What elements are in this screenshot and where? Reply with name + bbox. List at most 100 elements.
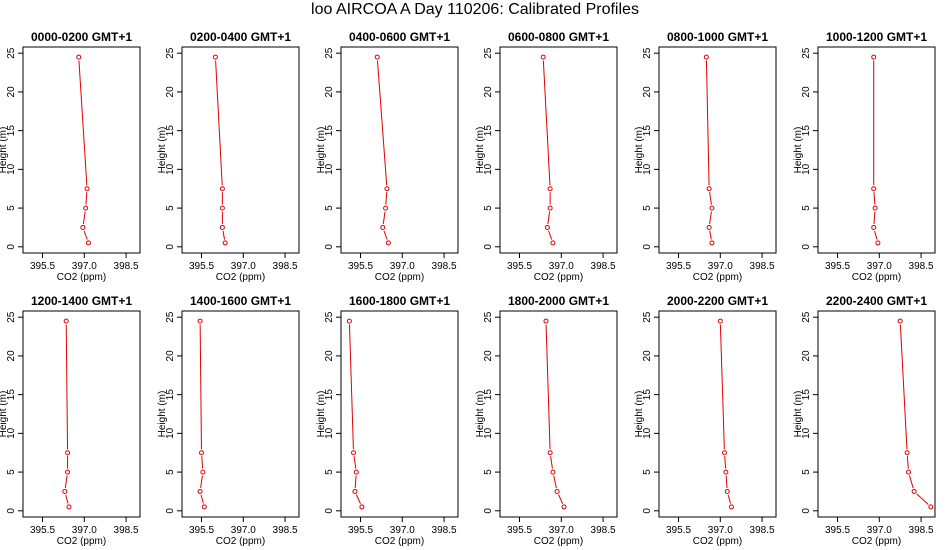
data-point xyxy=(62,488,68,494)
x-tick-label: 395.5 xyxy=(825,261,850,272)
profile-line-segment xyxy=(222,230,226,240)
data-point xyxy=(199,450,204,456)
profile-line-segment xyxy=(355,494,361,504)
x-tick-label: 395.5 xyxy=(348,261,373,272)
profile-line-segment xyxy=(909,475,914,489)
profile-panel-2: 0200-0400 GMT+1 395.5 397.0 398.5 0 5 10 15 20 25… xyxy=(157,30,300,283)
x-axis-label: CO2 (ppm) xyxy=(216,272,265,283)
profile-line-segment xyxy=(354,475,357,488)
data-point xyxy=(543,318,549,324)
data-point xyxy=(723,469,729,475)
profile-line-segment xyxy=(85,192,88,205)
data-point xyxy=(897,318,903,324)
data-point xyxy=(200,469,206,475)
y-tick-label: 10 xyxy=(6,427,17,439)
data-point xyxy=(219,186,225,192)
profile-panel-11: 2000-2200 GMT+1 395.5 397.0 398.5 0 5 10 15 20 25… xyxy=(634,294,777,547)
profile-line-segment xyxy=(65,494,69,504)
y-tick-label: 20 xyxy=(165,86,176,98)
plot-frame xyxy=(658,46,777,254)
profile-panel-12: 2200-2400 GMT+1 395.5 397.0 398.5 0 5 10 15 20 25… xyxy=(793,294,936,547)
y-tick-label: 0 xyxy=(801,508,812,514)
y-tick-label: 10 xyxy=(165,163,176,175)
panel-title: 2000-2200 GMT+1 xyxy=(667,294,768,308)
profile-line-segment xyxy=(64,475,68,489)
x-tick-label: 398.5 xyxy=(273,525,298,536)
y-tick-label: 15 xyxy=(6,125,17,137)
profile-line-segment xyxy=(873,192,876,205)
x-tick-label: 398.5 xyxy=(114,261,139,272)
data-point xyxy=(65,450,71,456)
profile-line-segment xyxy=(705,60,710,186)
y-tick-label: 0 xyxy=(165,244,176,250)
panel-title: 0400-0600 GMT+1 xyxy=(349,30,450,44)
y-tick-label: 15 xyxy=(642,125,653,137)
data-point xyxy=(709,205,715,211)
data-point xyxy=(928,504,934,510)
y-tick-label: 5 xyxy=(801,205,812,211)
plot-frame xyxy=(658,310,777,518)
plot-frame xyxy=(22,310,141,518)
y-tick-label: 20 xyxy=(483,86,494,98)
plot-frame xyxy=(340,310,459,518)
data-point xyxy=(222,240,228,246)
y-tick-label: 15 xyxy=(324,389,335,401)
x-axis-label: CO2 (ppm) xyxy=(852,536,901,547)
y-tick-label: 10 xyxy=(642,163,653,175)
y-tick-label: 10 xyxy=(324,163,335,175)
x-tick-label: 395.5 xyxy=(507,525,532,536)
x-tick-label: 398.5 xyxy=(909,261,934,272)
x-axis-label: CO2 (ppm) xyxy=(852,272,901,283)
y-tick-label: 10 xyxy=(324,427,335,439)
y-tick-label: 10 xyxy=(165,427,176,439)
x-tick-label: 395.5 xyxy=(825,525,850,536)
data-point xyxy=(709,240,715,246)
profile-panel-4: 0600-0800 GMT+1 395.5 397.0 398.5 0 5 10 15 20 25… xyxy=(475,30,618,283)
data-point xyxy=(703,54,709,60)
profile-line-segment xyxy=(719,324,725,450)
y-tick-label: 25 xyxy=(324,311,335,323)
data-point xyxy=(871,224,877,230)
data-point xyxy=(385,240,391,246)
y-tick-label: 25 xyxy=(642,47,653,59)
y-tick-label: 10 xyxy=(6,163,17,175)
y-tick-label: 10 xyxy=(483,427,494,439)
y-axis-label: Height (m) xyxy=(157,391,168,438)
y-tick-label: 20 xyxy=(483,350,494,362)
y-tick-label: 0 xyxy=(483,508,494,514)
data-point xyxy=(561,504,567,510)
y-tick-label: 25 xyxy=(165,47,176,59)
y-tick-label: 0 xyxy=(324,508,335,514)
profile-line-segment xyxy=(916,493,929,505)
data-point xyxy=(80,224,86,230)
data-point xyxy=(359,504,365,510)
y-tick-label: 5 xyxy=(165,469,176,475)
data-point xyxy=(212,54,218,60)
data-point xyxy=(547,186,553,192)
y-tick-label: 20 xyxy=(642,86,653,98)
x-tick-label: 398.5 xyxy=(591,525,616,536)
data-point xyxy=(540,54,546,60)
profile-line-segment xyxy=(382,211,386,225)
y-tick-label: 10 xyxy=(483,163,494,175)
x-tick-label: 395.5 xyxy=(30,525,55,536)
data-point xyxy=(380,224,386,230)
panel-title: 1400-1600 GMT+1 xyxy=(190,294,291,308)
y-tick-label: 25 xyxy=(165,311,176,323)
y-tick-label: 5 xyxy=(483,205,494,211)
plot-frame xyxy=(181,310,300,518)
profile-line-segment xyxy=(376,60,388,186)
panel-title: 1600-1800 GMT+1 xyxy=(349,294,450,308)
data-point xyxy=(76,54,82,60)
y-tick-label: 15 xyxy=(165,389,176,401)
y-tick-label: 25 xyxy=(801,311,812,323)
y-tick-label: 5 xyxy=(642,469,653,475)
x-tick-label: 398.5 xyxy=(432,525,457,536)
y-tick-label: 15 xyxy=(165,125,176,137)
x-tick-label: 397.0 xyxy=(390,261,415,272)
data-point xyxy=(706,224,712,230)
data-point xyxy=(197,318,203,324)
y-tick-label: 5 xyxy=(801,469,812,475)
y-tick-label: 20 xyxy=(801,86,812,98)
